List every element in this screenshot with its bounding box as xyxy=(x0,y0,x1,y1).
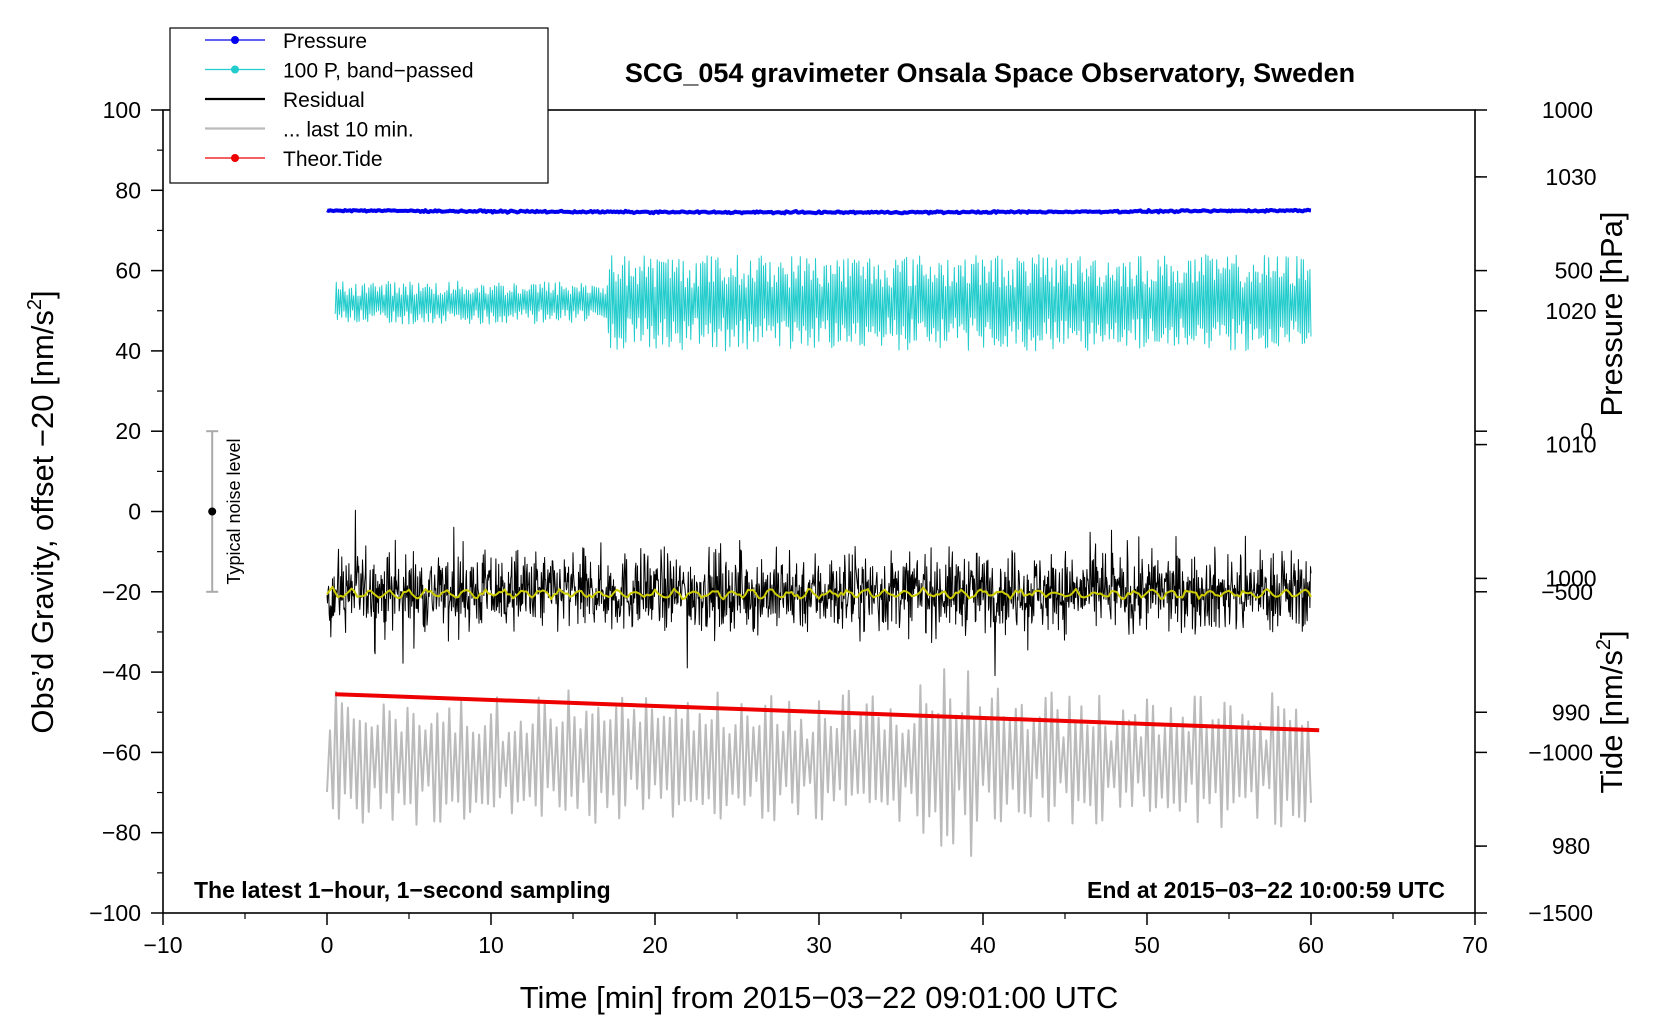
y-axis-title-gravity-tail: ] xyxy=(25,290,60,299)
series-theoretical-tide xyxy=(335,692,1320,733)
legend-marker xyxy=(231,36,239,44)
tide-tick-label: −500 xyxy=(1541,579,1593,605)
series-residual xyxy=(326,509,1312,677)
y-axis-title-gravity-sup: 2 xyxy=(24,299,46,310)
legend-marker xyxy=(231,154,239,162)
x-tick-label: 50 xyxy=(1134,932,1160,958)
legend-marker xyxy=(231,65,239,74)
pressure-tick-label: 1020 xyxy=(1545,298,1596,324)
y-tick-label: −20 xyxy=(102,579,141,605)
y-tick-label: −100 xyxy=(89,900,141,926)
pressure-tick-label: 990 xyxy=(1552,699,1590,725)
x-tick-label: 0 xyxy=(321,932,334,958)
y-tick-label: −80 xyxy=(102,820,141,846)
y-axis-title-gravity: Obs’d Gravity, offset −20 [nm/s2] xyxy=(24,290,60,733)
tide-tick-label: −1500 xyxy=(1528,900,1593,926)
noise-level-label: Typical noise level xyxy=(224,438,244,584)
y-tick-label: 0 xyxy=(128,499,141,525)
x-tick-label: 30 xyxy=(806,932,832,958)
x-tick-label: 70 xyxy=(1462,932,1488,958)
y-tick-label: 60 xyxy=(115,258,141,284)
tide-tick-label: −1000 xyxy=(1528,739,1593,765)
legend-label: Residual xyxy=(283,89,365,112)
y-tick-label: 20 xyxy=(115,418,141,444)
legend: Pressure 100 P, band−passed Residual ... la… xyxy=(169,27,549,184)
legend-label: Theor.Tide xyxy=(283,148,383,171)
y-axis-title-pressure: Pressure [hPa] xyxy=(1594,211,1629,416)
series-pressure xyxy=(326,207,1312,216)
y-axis-title-tide: Tide [nm/s2] xyxy=(1593,630,1629,793)
noise-bar-center-dot xyxy=(208,507,217,516)
noise-level-indicator: Typical noise level xyxy=(206,430,244,593)
plot-frame xyxy=(162,109,1476,914)
tide-tick-label: 500 xyxy=(1555,258,1593,284)
y-tick-label: 100 xyxy=(103,97,141,123)
chart-title: SCG_054 gravimeter Onsala Space Observat… xyxy=(625,58,1355,88)
series-residual-smoothed xyxy=(326,585,1312,601)
series-layer xyxy=(326,207,1320,857)
annotation-sampling: The latest 1−hour, 1−second sampling xyxy=(194,877,611,903)
tide-tick-label: 0 xyxy=(1580,418,1593,444)
legend-label: 100 P, band−passed xyxy=(283,60,474,83)
y-tick-label: −60 xyxy=(102,739,141,765)
x-axis-title: Time [min] from 2015−03−22 09:01:00 UTC xyxy=(520,980,1119,1015)
x-tick-label: 10 xyxy=(478,932,504,958)
pressure-tick-label: 1010 xyxy=(1545,432,1596,458)
legend-label: ... last 10 min. xyxy=(283,119,414,142)
x-tick-label: 60 xyxy=(1298,932,1324,958)
y-axis-title-tide-tail: ] xyxy=(1594,630,1629,639)
pressure-tick-label: 1000 xyxy=(1545,565,1596,591)
y-tick-label: −40 xyxy=(102,659,141,685)
y-tick-label: 80 xyxy=(115,177,141,203)
x-tick-label: 20 xyxy=(642,932,668,958)
annotation-end-time: End at 2015−03−22 10:00:59 UTC xyxy=(1087,877,1445,903)
pressure-tick-label: 1030 xyxy=(1545,164,1596,190)
y-axis-title-gravity-main: Obs’d Gravity, offset −20 [nm/s xyxy=(25,310,60,734)
series-last-10-min xyxy=(326,668,1312,857)
tide-tick-label: 1000 xyxy=(1542,97,1593,123)
ticks-layer: −10 0 10 20 30 40 50 60 70100806040200−20−40−60−… xyxy=(89,97,1596,958)
y-tick-label: 40 xyxy=(115,338,141,364)
series-pressure-bandpassed xyxy=(334,254,1312,352)
y-axis-title-tide-main: Tide [nm/s xyxy=(1594,650,1629,794)
y-axis-title-tide-sup: 2 xyxy=(1593,639,1615,650)
legend-label: Pressure xyxy=(283,30,367,53)
x-tick-label: −10 xyxy=(143,932,182,958)
pressure-tick-label: 980 xyxy=(1552,833,1590,859)
x-tick-label: 40 xyxy=(970,932,996,958)
